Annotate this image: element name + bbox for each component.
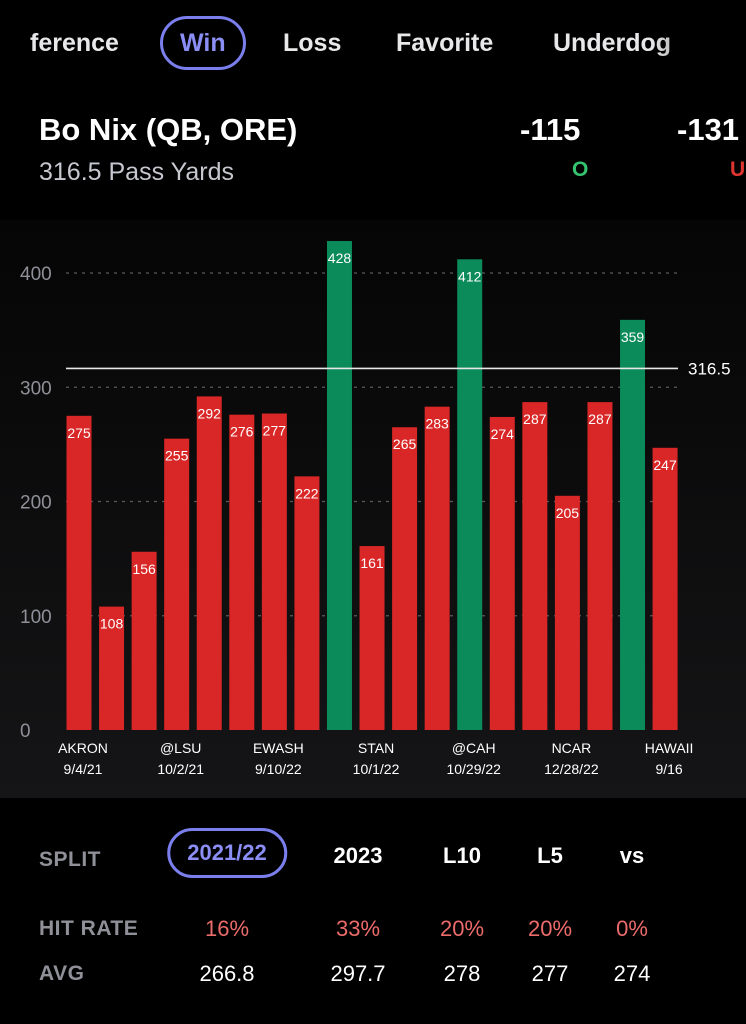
tab-difference[interactable]: ference xyxy=(30,29,119,57)
bar xyxy=(457,259,483,730)
bar-value-label: 274 xyxy=(491,426,515,442)
x-tick-team: HAWAII xyxy=(645,740,694,756)
bar xyxy=(522,402,548,730)
x-tick-date: 9/10/22 xyxy=(255,761,302,777)
hit-rate-2021-22: 16% xyxy=(204,916,250,941)
game-log-chart: 0 100 200 300 400 275 108 156 255 292 276 277 222 428… xyxy=(0,220,746,798)
bar xyxy=(424,406,450,730)
hit-rate-l5: 20% xyxy=(527,916,573,941)
x-tick-team: @LSU xyxy=(160,740,201,756)
x-tick-team: EWASH xyxy=(253,740,304,756)
bar xyxy=(489,416,515,730)
bar-value-label: 161 xyxy=(360,555,384,571)
x-tick-date: 10/29/22 xyxy=(446,761,501,777)
bar-value-label: 265 xyxy=(393,436,417,452)
hit-rate-label: HIT RATE xyxy=(39,917,139,940)
bar-value-label: 222 xyxy=(295,485,319,501)
hit-rate-l10: 20% xyxy=(439,916,485,941)
threshold-label: 316.5 xyxy=(688,359,731,378)
bar-value-label: 283 xyxy=(425,416,449,432)
y-tick-label: 100 xyxy=(20,607,52,628)
tab-win[interactable]: Win xyxy=(160,16,246,70)
hit-rate-vs: 0% xyxy=(616,916,648,941)
bar-value-label: 287 xyxy=(588,411,612,427)
avg-vs: 274 xyxy=(613,961,651,986)
bar xyxy=(66,415,92,730)
split-label: SPLIT xyxy=(39,848,102,871)
bar-value-label: 156 xyxy=(132,561,156,577)
x-tick-date: 9/4/21 xyxy=(64,761,103,777)
x-tick-date: 10/1/22 xyxy=(353,761,400,777)
bar-value-label: 108 xyxy=(100,616,124,632)
tab-loss[interactable]: Loss xyxy=(283,29,342,57)
prop-line: 316.5 Pass Yards xyxy=(39,158,235,186)
bar-value-label: 359 xyxy=(621,329,645,345)
y-tick-label: 200 xyxy=(20,493,52,514)
bar xyxy=(229,414,255,730)
bar-value-label: 412 xyxy=(458,268,482,284)
x-tick-date: 12/28/22 xyxy=(544,761,599,777)
bar xyxy=(164,438,190,730)
bar xyxy=(131,551,157,730)
under-label: U xyxy=(730,158,746,181)
x-tick-team: AKRON xyxy=(58,740,108,756)
filter-tabs: ference Win Loss Favorite Underdog xyxy=(0,0,746,86)
bar xyxy=(196,396,222,730)
bar-value-label: 277 xyxy=(263,423,287,439)
bar xyxy=(359,546,385,730)
bar-value-label: 255 xyxy=(165,448,189,464)
bar xyxy=(326,241,352,730)
split-option-l10[interactable]: L10 xyxy=(443,843,481,868)
hit-rate-2023: 33% xyxy=(335,916,381,941)
x-tick-team: NCAR xyxy=(552,740,592,756)
bar-value-label: 287 xyxy=(523,411,547,427)
split-stats-panel: SPLIT 2021/22 2023 L10 L5 vs HIT RATE 16… xyxy=(0,798,746,1024)
bar-value-label: 275 xyxy=(67,425,91,441)
bar-chart-svg: 0 100 200 300 400 275 108 156 255 292 276 277 222 428… xyxy=(20,241,731,777)
x-tick-date: 9/16 xyxy=(655,761,682,777)
bar-value-label: 205 xyxy=(556,505,580,521)
over-label: O xyxy=(572,158,589,181)
bar-value-label: 292 xyxy=(198,405,222,421)
bar xyxy=(620,319,646,730)
split-option-l5[interactable]: L5 xyxy=(537,843,563,868)
x-tick-date: 10/2/21 xyxy=(157,761,204,777)
bar xyxy=(99,606,125,730)
x-tick-team: @CAH xyxy=(452,740,496,756)
bar xyxy=(294,476,320,730)
bar xyxy=(587,402,613,730)
y-tick-label: 0 xyxy=(20,721,31,742)
avg-label: AVG xyxy=(39,962,85,985)
bar-value-label: 247 xyxy=(653,457,677,473)
avg-l5: 277 xyxy=(531,961,569,986)
avg-l10: 278 xyxy=(443,961,481,986)
bar-value-label: 428 xyxy=(328,250,352,266)
bar xyxy=(261,413,287,730)
bar xyxy=(652,447,678,730)
player-name: Bo Nix (QB, ORE) xyxy=(39,112,298,147)
avg-2023: 297.7 xyxy=(330,961,386,986)
bar-value-label: 276 xyxy=(230,424,254,440)
split-option-2021-22[interactable]: 2021/22 xyxy=(167,828,287,878)
split-option-2023[interactable]: 2023 xyxy=(333,843,383,868)
under-odds[interactable]: -131 xyxy=(677,112,740,147)
y-tick-label: 300 xyxy=(20,378,52,399)
avg-2021-22: 266.8 xyxy=(199,961,255,986)
tab-underdog[interactable]: Underdog xyxy=(553,29,672,57)
over-odds[interactable]: -115 xyxy=(520,112,581,147)
bar xyxy=(392,427,418,730)
x-tick-team: STAN xyxy=(358,740,394,756)
tab-favorite[interactable]: Favorite xyxy=(396,29,494,57)
split-option-vs[interactable]: vs xyxy=(619,843,645,868)
bar xyxy=(554,495,580,730)
y-tick-label: 400 xyxy=(20,264,52,285)
